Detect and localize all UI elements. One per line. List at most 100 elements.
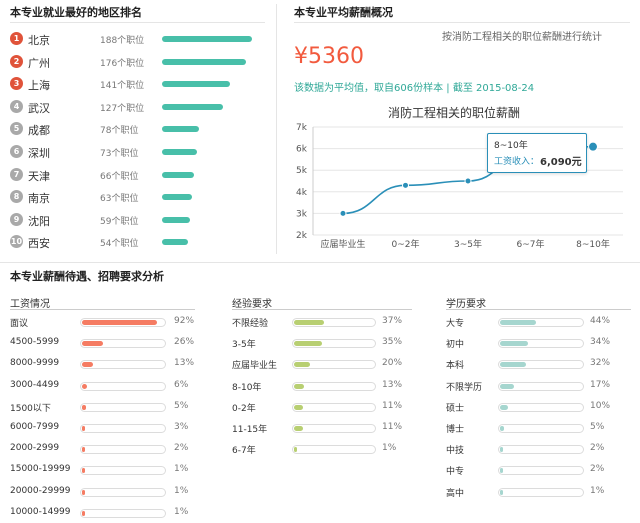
y-tick-label: 5k xyxy=(296,166,308,176)
requirement-row: 本科 32% xyxy=(446,356,624,374)
requirement-percent: 17% xyxy=(590,379,611,390)
rank-badge: 1 xyxy=(10,32,23,45)
requirement-label: 6-7年 xyxy=(232,446,256,457)
requirement-row: 11-15年 11% xyxy=(232,420,416,438)
requirement-track xyxy=(80,402,166,412)
rank-count: 73个职位 xyxy=(100,149,139,159)
requirement-fill xyxy=(294,362,310,368)
requirement-track xyxy=(498,466,584,476)
requirement-fill xyxy=(500,362,526,368)
requirement-label: 3-5年 xyxy=(232,340,256,351)
requirement-percent: 11% xyxy=(382,422,403,432)
requirement-row: 4500-5999 26% xyxy=(10,335,206,353)
requirement-track xyxy=(80,318,166,327)
requirement-track xyxy=(292,381,376,391)
requirement-row: 20000-29999 1% xyxy=(10,484,206,502)
education-col-title: 学历要求 xyxy=(446,299,486,310)
requirement-percent: 10% xyxy=(590,400,611,411)
requirement-label: 15000-19999 xyxy=(10,464,71,475)
rank-city: 天津 xyxy=(28,169,50,183)
rank-badge: 7 xyxy=(10,167,23,181)
chart-tooltip: 8~10年 工资收入： 6,090元 xyxy=(487,133,587,173)
rank-bar xyxy=(162,81,230,88)
y-tick-label: 4k xyxy=(296,188,308,198)
rank-badge: 9 xyxy=(10,212,23,226)
requirement-row: 高中 1% xyxy=(446,484,624,502)
requirement-row: 应届毕业生 20% xyxy=(232,356,416,374)
requirement-label: 3000-4499 xyxy=(10,379,60,390)
rank-city: 成都 xyxy=(28,124,50,138)
requirement-fill xyxy=(500,383,514,389)
requirement-track xyxy=(292,360,376,370)
rank-bar xyxy=(162,194,192,201)
requirement-percent: 1% xyxy=(382,443,397,454)
col-divider xyxy=(446,309,631,310)
requirement-track xyxy=(498,381,584,391)
requirement-track xyxy=(498,318,584,327)
requirement-label: 4500-5999 xyxy=(10,337,60,348)
requirement-label: 2000-2999 xyxy=(10,443,60,454)
requirement-fill xyxy=(500,320,536,325)
requirement-track xyxy=(80,466,166,476)
rank-badge: 8 xyxy=(10,190,23,204)
rank-city: 南京 xyxy=(28,192,50,206)
requirement-row: 中专 2% xyxy=(446,462,624,480)
requirement-percent: 44% xyxy=(590,316,611,326)
requirement-fill xyxy=(500,468,503,474)
requirement-track xyxy=(80,445,166,455)
ranking-row: 7 天津 66个职位 xyxy=(10,165,265,185)
rank-badge: 3 xyxy=(10,77,23,91)
requirement-percent: 92% xyxy=(174,316,195,326)
requirement-row: 不限学历 17% xyxy=(446,378,624,396)
requirement-label: 11-15年 xyxy=(232,425,268,435)
rank-badge: 10 xyxy=(10,235,23,249)
col-divider xyxy=(10,309,195,310)
rank-count: 141个职位 xyxy=(100,81,145,92)
requirement-label: 中技 xyxy=(446,446,465,457)
requirement-percent: 1% xyxy=(174,506,189,517)
rank-bar xyxy=(162,58,246,65)
requirement-label: 0-2年 xyxy=(232,403,256,414)
requirement-row: 6000-7999 3% xyxy=(10,420,206,438)
requirement-track xyxy=(292,318,376,327)
ranking-row: 9 沈阳 59个职位 xyxy=(10,210,265,230)
requirement-percent: 2% xyxy=(590,443,605,454)
regional-title: 本专业就业最好的地区排名 xyxy=(10,6,142,19)
x-tick-label: 0~2年 xyxy=(392,238,420,250)
requirement-fill xyxy=(82,404,86,410)
rank-bar xyxy=(162,126,199,133)
data-point xyxy=(464,177,472,185)
requirement-fill xyxy=(82,383,87,389)
col-divider xyxy=(232,309,412,310)
rank-city: 广州 xyxy=(28,56,50,70)
requirement-label: 不限学历 xyxy=(446,382,483,393)
ranking-row: 3 上海 141个职位 xyxy=(10,74,265,94)
rank-bar xyxy=(162,216,190,223)
requirement-row: 博士 5% xyxy=(446,420,624,438)
rank-bar xyxy=(162,171,194,178)
requirement-fill xyxy=(294,426,303,431)
rank-count: 63个职位 xyxy=(100,194,139,205)
rank-bar xyxy=(162,36,252,42)
divider xyxy=(0,262,640,263)
requirement-row: 中技 2% xyxy=(446,441,624,459)
requirement-percent: 37% xyxy=(382,316,403,326)
average-salary: ¥5360 xyxy=(294,44,364,69)
requirement-fill xyxy=(82,426,85,431)
requirement-row: 8-10年 13% xyxy=(232,378,416,396)
rank-badge: 6 xyxy=(10,145,23,158)
requirement-row: 大专 44% xyxy=(446,314,624,332)
requirement-label: 应届毕业生 xyxy=(232,361,278,372)
requirement-track xyxy=(498,360,584,370)
requirement-percent: 5% xyxy=(174,400,189,411)
ranking-row: 10 西安 54个职位 xyxy=(10,232,265,252)
requirement-label: 6000-7999 xyxy=(10,422,60,432)
y-tick-label: 3k xyxy=(296,209,308,219)
requirement-label: 1500以下 xyxy=(10,403,51,414)
rank-bar xyxy=(162,103,223,110)
rank-count: 66个职位 xyxy=(100,171,139,182)
rank-bar xyxy=(162,149,197,155)
salary-subtitle: 按消防工程相关的职位薪酬进行统计 xyxy=(442,32,602,43)
requirement-fill xyxy=(500,426,504,431)
requirement-fill xyxy=(82,447,85,453)
